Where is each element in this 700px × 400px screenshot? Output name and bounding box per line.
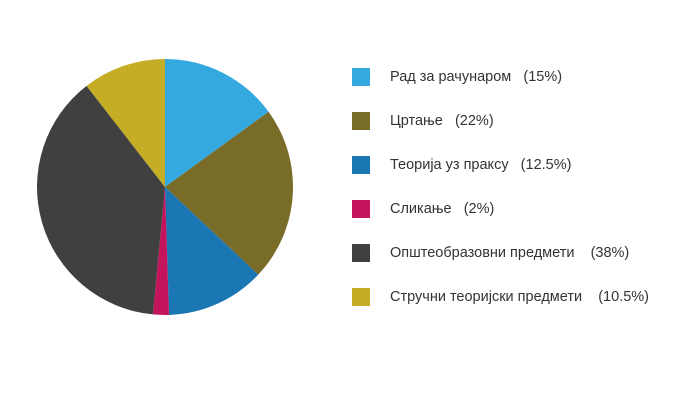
pie-slice-1 [165, 111, 293, 275]
legend-label: Сликање [390, 201, 452, 217]
pie-chart [37, 59, 293, 316]
legend-item-drawing: Цртање (22%) [352, 112, 692, 130]
legend-value: (12.5%) [520, 157, 572, 173]
legend-value: (10.5%) [598, 289, 649, 305]
legend-label: Општеобразовни предмети [390, 245, 575, 261]
pie-slice-0 [165, 59, 269, 187]
legend-swatch [352, 112, 370, 130]
pie-slice-3 [152, 187, 170, 316]
legend-label: Стручни теоријски предмети [390, 289, 583, 305]
legend-label: Рад за рачунаром [390, 69, 512, 85]
legend-value: (2%) [463, 201, 495, 217]
legend-label: Теорија уз праксу [390, 157, 509, 173]
legend-item-computer-work: Рад за рачунаром (15%) [352, 68, 692, 86]
legend-swatch [352, 200, 370, 218]
legend-item-general-subjects: Општеобразовни предмети (38%) [352, 244, 692, 262]
legend-value: (22%) [454, 113, 494, 129]
legend-item-painting: Сликање (2%) [352, 200, 692, 218]
legend: Рад за рачунаром (15%) Цртање (22%) Теор… [352, 68, 692, 332]
legend-value: (38%) [590, 245, 630, 261]
legend-label: Цртање [390, 113, 443, 129]
pie-slice-2 [165, 187, 259, 315]
pie-slice-4 [37, 85, 165, 315]
legend-value: (15%) [523, 69, 563, 85]
legend-swatch [352, 68, 370, 86]
legend-swatch [352, 288, 370, 306]
pie-slice-5 [86, 59, 165, 187]
legend-swatch [352, 244, 370, 262]
legend-item-theory-with-practice: Теорија уз праксу (12.5%) [352, 156, 692, 174]
legend-item-vocational-theory: Стручни теоријски предмети (10.5%) [352, 288, 692, 306]
legend-swatch [352, 156, 370, 174]
